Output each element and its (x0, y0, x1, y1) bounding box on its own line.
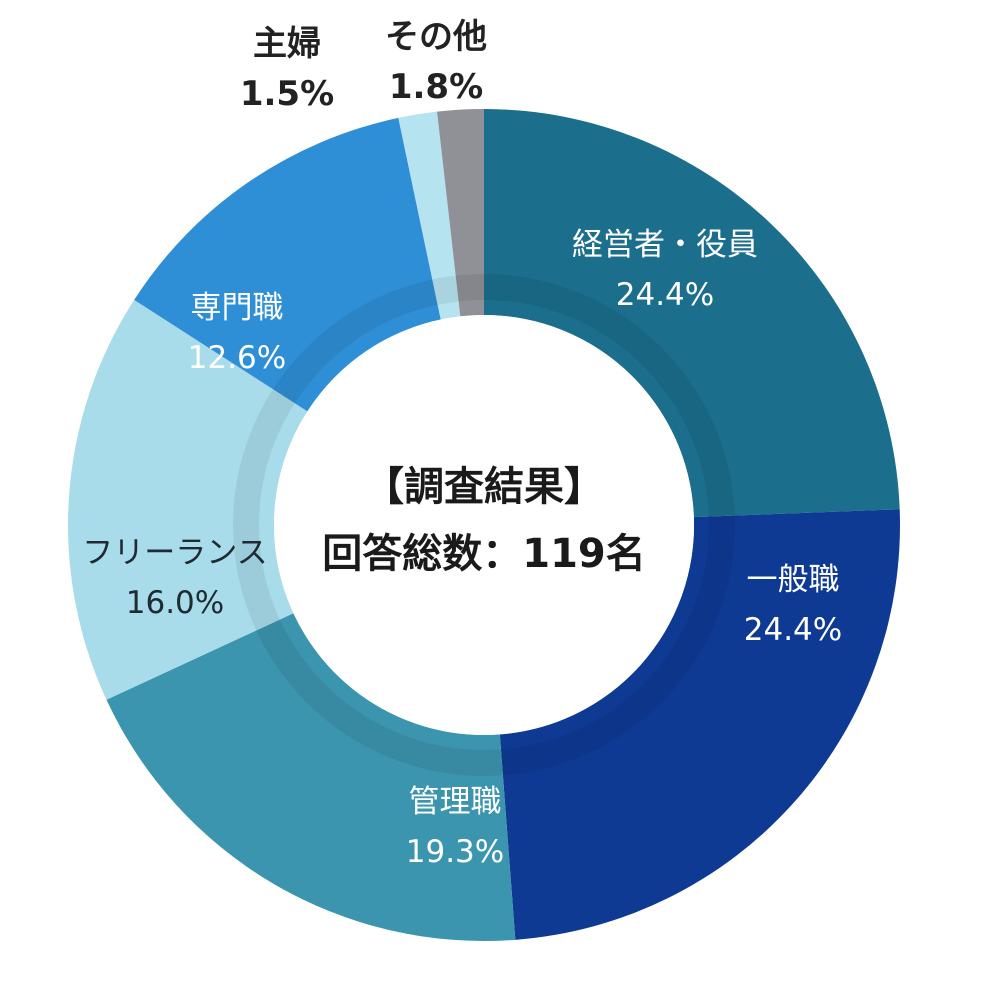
donut-slice (484, 109, 900, 518)
donut-slice (437, 109, 484, 317)
donut-slice (499, 509, 900, 940)
slice-label: フリーランス (82, 535, 267, 571)
donut-slice (67, 299, 308, 700)
slice-value-label: 24.4% (744, 612, 842, 648)
slice-label: 管理職 (409, 784, 502, 820)
donut-slice (106, 613, 516, 941)
slice-value-label: 24.4% (616, 277, 714, 313)
chart-title: 【調査結果】 (364, 464, 604, 510)
inner-ring-shadow (233, 274, 735, 776)
slice-value-label: 16.0% (126, 585, 224, 621)
slice-value-label: 1.8% (389, 67, 483, 107)
slice-label: 専門職 (191, 290, 284, 326)
chart-subtitle: 回答総数：119名 (322, 531, 646, 577)
slice-value-label: 12.6% (188, 340, 286, 376)
slice-label: その他 (385, 17, 487, 57)
slice-label: 一般職 (747, 562, 840, 598)
donut-slice (134, 117, 441, 412)
donut-hole (274, 315, 694, 735)
donut-slices (67, 109, 900, 941)
slice-value-label: 1.5% (240, 74, 334, 114)
slice-label: 経営者・役員 (572, 227, 758, 263)
donut-slice (398, 111, 461, 320)
slice-labels: 経営者・役員 24.4% 一般職 24.4% 管理職 19.3% フリーランス 16.0% 専門… (82, 17, 842, 870)
slice-value-label: 19.3% (406, 834, 504, 870)
slice-label: 主婦 (253, 24, 321, 64)
